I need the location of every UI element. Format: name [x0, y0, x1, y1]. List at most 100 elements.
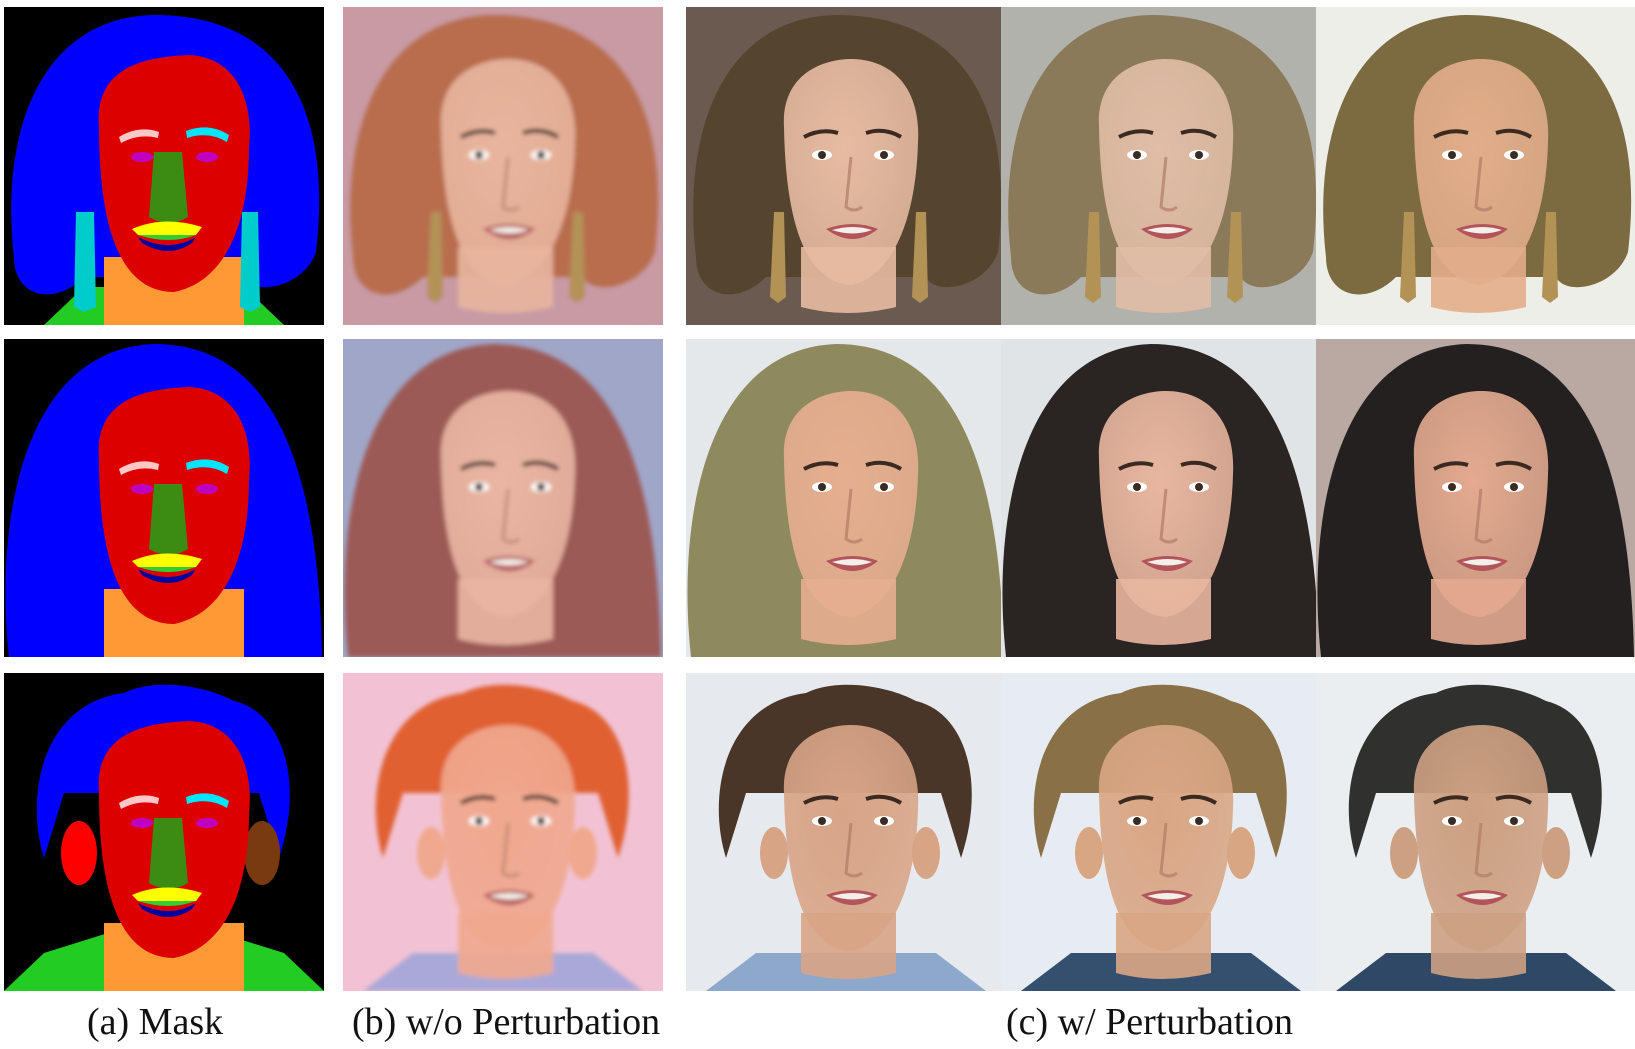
- with-perturbation-tile-2-1: [686, 339, 1006, 657]
- photo-right-earring: [1227, 212, 1243, 303]
- mask-left-earring: [74, 212, 96, 312]
- photo-right-brow: [865, 128, 903, 139]
- photo-nose: [501, 822, 520, 878]
- photo-right-ear: [1227, 827, 1255, 879]
- face-photo-svg: [1316, 673, 1635, 991]
- with-perturbation-tile-3-2: [1001, 673, 1321, 991]
- mask-upper-lip: [132, 553, 202, 567]
- photo-right-earring: [1542, 212, 1558, 303]
- mask-nose: [149, 818, 188, 889]
- photo-right-brow: [1180, 128, 1218, 139]
- with-perturbation-tile-1-2: [1001, 7, 1321, 325]
- mask-mouth: [138, 235, 196, 240]
- mask-left-eye: [131, 484, 153, 494]
- photo-left-ear: [1075, 827, 1103, 879]
- with-perturbation-tile-1-3: [1316, 7, 1635, 325]
- photo-right-brow: [1495, 460, 1533, 471]
- caption-without-perturbation: (b) w/o Perturbation: [352, 1001, 661, 1043]
- photo-face: [783, 725, 919, 951]
- without-perturbation-tile-3: [343, 673, 663, 991]
- photo-left-earring: [770, 212, 786, 303]
- face-photo-svg: [1001, 673, 1321, 991]
- photo-left-brow: [1433, 795, 1469, 805]
- mask-right-brow: [186, 793, 229, 808]
- photo-left-earring: [1400, 212, 1416, 303]
- photo-teeth: [1462, 893, 1502, 900]
- mask-tile-2: [4, 339, 324, 657]
- face-photo-svg: [686, 7, 1006, 325]
- photo-nose: [501, 488, 520, 544]
- mask-mouth: [138, 901, 196, 906]
- mask-left-brow: [119, 461, 159, 475]
- photo-right-brow: [522, 128, 560, 139]
- photo-right-brow: [1180, 460, 1218, 471]
- with-perturbation-tile-2-3: [1316, 339, 1635, 657]
- photo-nose: [1474, 822, 1493, 878]
- face-photo-svg: [343, 339, 663, 657]
- photo-teeth: [1462, 227, 1502, 234]
- photo-right-brow: [865, 794, 903, 805]
- photo-left-brow: [1118, 129, 1154, 139]
- face-photo-svg: [686, 339, 1006, 657]
- with-perturbation-tile-3-1: [686, 673, 1006, 991]
- photo-left-brow: [803, 461, 839, 471]
- photo-nose: [1159, 488, 1178, 544]
- mask-right-eye: [196, 484, 218, 494]
- photo-teeth: [832, 893, 872, 900]
- without-perturbation-tile-1: [343, 7, 663, 325]
- photo-left-ear: [417, 827, 445, 879]
- photo-left-brow: [803, 795, 839, 805]
- face-photo-svg: [343, 7, 663, 325]
- photo-left-brow: [1433, 461, 1469, 471]
- photo-teeth: [489, 559, 529, 566]
- photo-right-brow: [522, 794, 560, 805]
- photo-left-brow: [1433, 129, 1469, 139]
- with-perturbation-tile-3-3: [1316, 673, 1635, 991]
- mask-lower-lip: [138, 569, 196, 583]
- face-photo-svg: [686, 673, 1006, 991]
- face-photo-svg: [1001, 339, 1321, 657]
- photo-right-ear: [912, 827, 940, 879]
- mask-lower-lip: [138, 237, 196, 251]
- photo-face: [440, 391, 576, 617]
- photo-left-brow: [1118, 795, 1154, 805]
- mask-right-earring: [240, 212, 260, 312]
- photo-face: [1098, 725, 1234, 951]
- mask-upper-lip: [132, 221, 202, 235]
- photo-teeth: [832, 227, 872, 234]
- photo-teeth: [1462, 559, 1502, 566]
- with-perturbation-tile-2-2: [1001, 339, 1321, 657]
- photo-face: [1413, 725, 1549, 951]
- photo-left-brow: [460, 461, 496, 471]
- photo-teeth: [832, 559, 872, 566]
- mask-upper-lip: [132, 887, 202, 901]
- mask-left-ear: [61, 821, 97, 885]
- photo-teeth: [1147, 227, 1187, 234]
- photo-right-brow: [522, 460, 560, 471]
- mask-mouth: [138, 567, 196, 572]
- photo-left-brow: [803, 129, 839, 139]
- photo-teeth: [489, 227, 529, 234]
- mask-left-eye: [131, 818, 153, 828]
- mask-left-eye: [131, 152, 153, 162]
- segmentation-mask-svg: [4, 339, 324, 657]
- photo-left-ear: [1390, 827, 1418, 879]
- photo-nose: [1474, 156, 1493, 212]
- face-photo-svg: [1316, 339, 1635, 657]
- photo-teeth: [489, 893, 529, 900]
- mask-nose: [149, 484, 188, 555]
- face-photo-svg: [1001, 7, 1321, 325]
- photo-face: [783, 391, 919, 617]
- photo-right-brow: [1495, 128, 1533, 139]
- photo-face: [1413, 391, 1549, 617]
- photo-face: [440, 725, 576, 951]
- mask-nose: [149, 152, 188, 223]
- mask-right-brow: [186, 127, 229, 142]
- photo-right-brow: [865, 460, 903, 471]
- without-perturbation-tile-2: [343, 339, 663, 657]
- face-photo-svg: [1316, 7, 1635, 325]
- photo-right-brow: [1495, 794, 1533, 805]
- photo-left-earring: [427, 212, 443, 303]
- segmentation-mask-svg: [4, 7, 324, 325]
- mask-right-brow: [186, 459, 229, 474]
